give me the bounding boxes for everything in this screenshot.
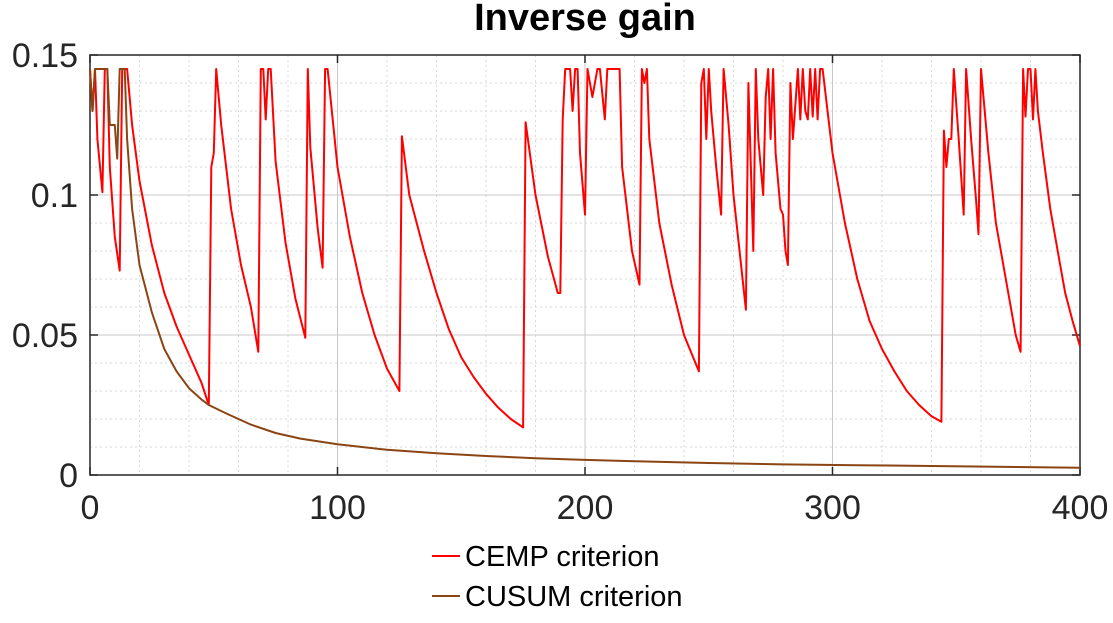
series-line-cemp: [89, 68, 1081, 429]
x-tick-label: 300: [804, 489, 861, 527]
y-tick-label: 0.1: [31, 177, 78, 215]
legend-label: CEMP criterion: [465, 541, 659, 573]
legend-label: CUSUM criterion: [465, 581, 683, 613]
series-line-cusum: [89, 68, 1081, 469]
series-layer: [89, 68, 1081, 469]
y-tick-label: 0: [59, 457, 78, 495]
axis-ticks: 0 100 200 300 400 0 0.05 0.1 0.15: [12, 37, 1109, 527]
x-tick-label: 0: [81, 489, 100, 527]
chart-title: Inverse gain: [474, 0, 696, 39]
x-tick-label: 400: [1052, 489, 1109, 527]
x-tick-label: 100: [309, 489, 366, 527]
y-tick-label: 0.15: [12, 37, 78, 75]
y-tick-label: 0.05: [12, 317, 78, 355]
grid-layer: [90, 55, 1080, 475]
x-tick-label: 200: [557, 489, 614, 527]
legend: CEMP criterion CUSUM criterion: [432, 541, 683, 613]
